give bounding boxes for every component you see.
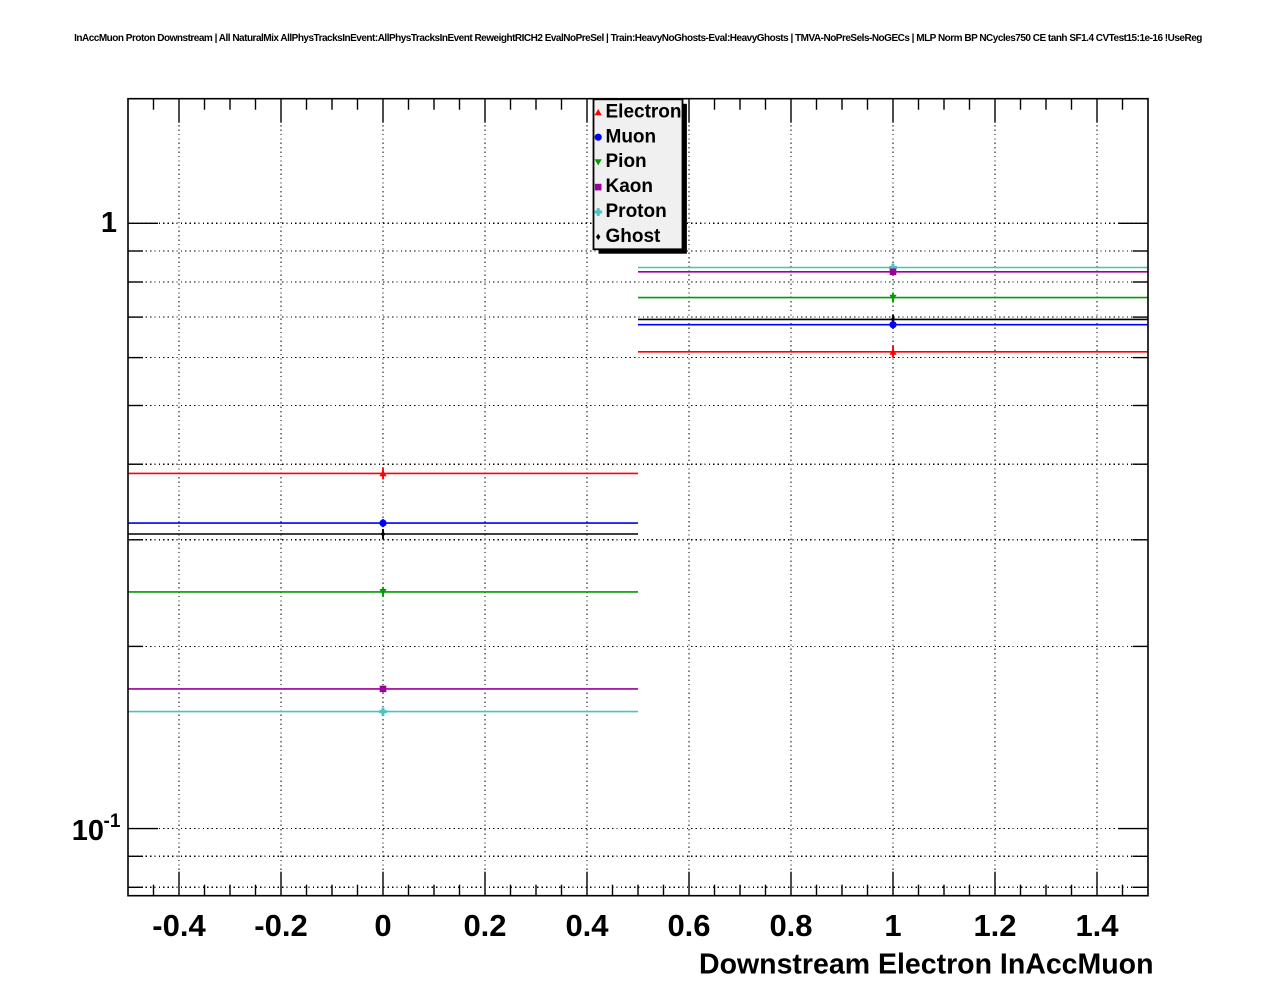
svg-text:Kaon: Kaon (606, 176, 654, 197)
svg-text:-0.2: -0.2 (254, 908, 307, 943)
svg-text:0.8: 0.8 (769, 908, 812, 943)
svg-text:-0.4: -0.4 (152, 908, 206, 943)
svg-text:Ghost: Ghost (606, 226, 662, 247)
svg-text:0.2: 0.2 (463, 908, 506, 943)
svg-text:Downstream Electron InAccMuon: Downstream Electron InAccMuon (699, 949, 1153, 981)
svg-text:Proton: Proton (606, 201, 667, 222)
svg-text:0.6: 0.6 (667, 908, 710, 943)
svg-text:Pion: Pion (606, 151, 647, 172)
svg-text:0: 0 (374, 908, 391, 943)
svg-text:Electron: Electron (606, 101, 682, 122)
svg-text:1.4: 1.4 (1075, 908, 1119, 943)
svg-text:-1: -1 (104, 811, 121, 832)
svg-text:0.4: 0.4 (565, 908, 609, 943)
svg-text:1: 1 (101, 207, 117, 239)
svg-text:InAccMuon Proton Downstream |: InAccMuon Proton Downstream | All Natura… (74, 33, 1202, 44)
svg-text:1.2: 1.2 (973, 908, 1016, 943)
svg-text:10: 10 (72, 815, 104, 847)
svg-text:1: 1 (884, 908, 901, 943)
svg-text:Muon: Muon (606, 126, 657, 147)
